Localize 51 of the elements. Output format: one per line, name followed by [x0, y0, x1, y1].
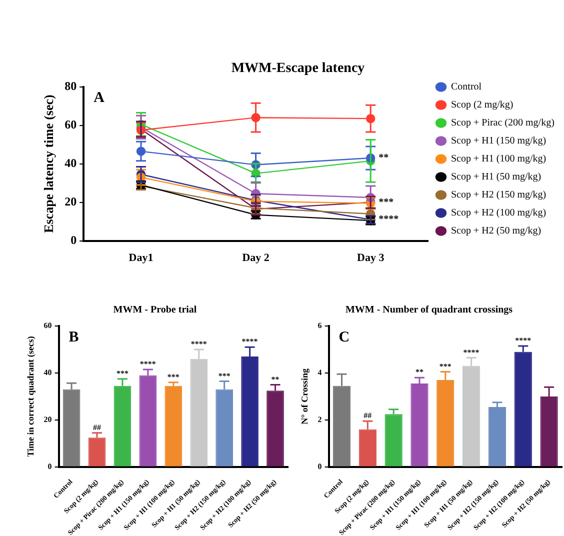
y-tick-label: 40: [64, 156, 77, 170]
annotation: A: [94, 90, 105, 106]
legend-label: Scop (2 mg/kg): [451, 100, 514, 111]
annotation: ***: [167, 372, 180, 382]
legend-label: Scop + H2 (150 mg/kg): [451, 190, 546, 201]
annotation: ****: [140, 360, 156, 369]
y-tick-label: 2: [318, 415, 322, 424]
annotation: **: [378, 152, 389, 164]
annotation: ***: [116, 368, 128, 378]
legend-label: Scop + H1 (50 mg/kg): [451, 172, 542, 183]
y-axis-title: Escape latency time (sec): [41, 94, 56, 233]
annotation: **: [271, 374, 280, 384]
y-tick-label: 60: [44, 321, 52, 330]
annotation: **: [415, 368, 424, 377]
x-tick-label: Day 3: [357, 252, 385, 264]
y-tick-label: 20: [44, 415, 52, 424]
y-axis-title: N° of Crossing: [300, 368, 310, 424]
annotation: ****: [463, 348, 480, 357]
y-axis-title: Time in correct quadrant (secs): [26, 336, 36, 457]
y-tick-label: 0: [48, 462, 52, 471]
legend-label: Scop + H1 (150 mg/kg): [451, 136, 546, 147]
y-tick-label: 80: [64, 78, 77, 93]
annotation: B: [68, 329, 79, 346]
x-tick-label: Day 2: [242, 252, 270, 264]
legend-label: Control: [451, 82, 482, 93]
legend-label: Scop + Pirac (200 mg/kg): [451, 118, 554, 129]
legend-label: Scop + H1 (100 mg/kg): [451, 154, 546, 165]
y-tick-label: 20: [64, 194, 77, 208]
y-tick-label: 60: [64, 117, 77, 132]
annotation: ##: [93, 422, 101, 432]
annotation: C: [338, 329, 350, 346]
annotation: ***: [218, 371, 230, 380]
y-tick-label: 6: [318, 321, 322, 330]
annotation: ****: [190, 340, 207, 349]
bar: [164, 386, 182, 466]
x-tick-label: Day1: [128, 252, 154, 264]
annotation: ****: [378, 214, 399, 226]
annotation: ****: [242, 337, 258, 346]
chart-title: MWM - Probe trial: [113, 304, 197, 316]
legend-label: Scop + H2 (100 mg/kg): [451, 208, 546, 219]
legend-label: Scop + H2 (50 mg/kg): [451, 226, 542, 237]
y-tick-label: 4: [318, 368, 322, 378]
y-tick-label: 0: [318, 462, 322, 471]
y-tick-label: 40: [44, 368, 52, 378]
annotation: ****: [515, 336, 532, 346]
chart-title: MWM - Number of quadrant crossings: [345, 304, 513, 316]
annotation: ***: [378, 196, 394, 208]
chart-title: MWM-Escape latency: [231, 61, 365, 76]
annotation: ***: [439, 362, 452, 371]
y-tick-label: 0: [70, 232, 77, 247]
annotation: ##: [364, 411, 372, 420]
